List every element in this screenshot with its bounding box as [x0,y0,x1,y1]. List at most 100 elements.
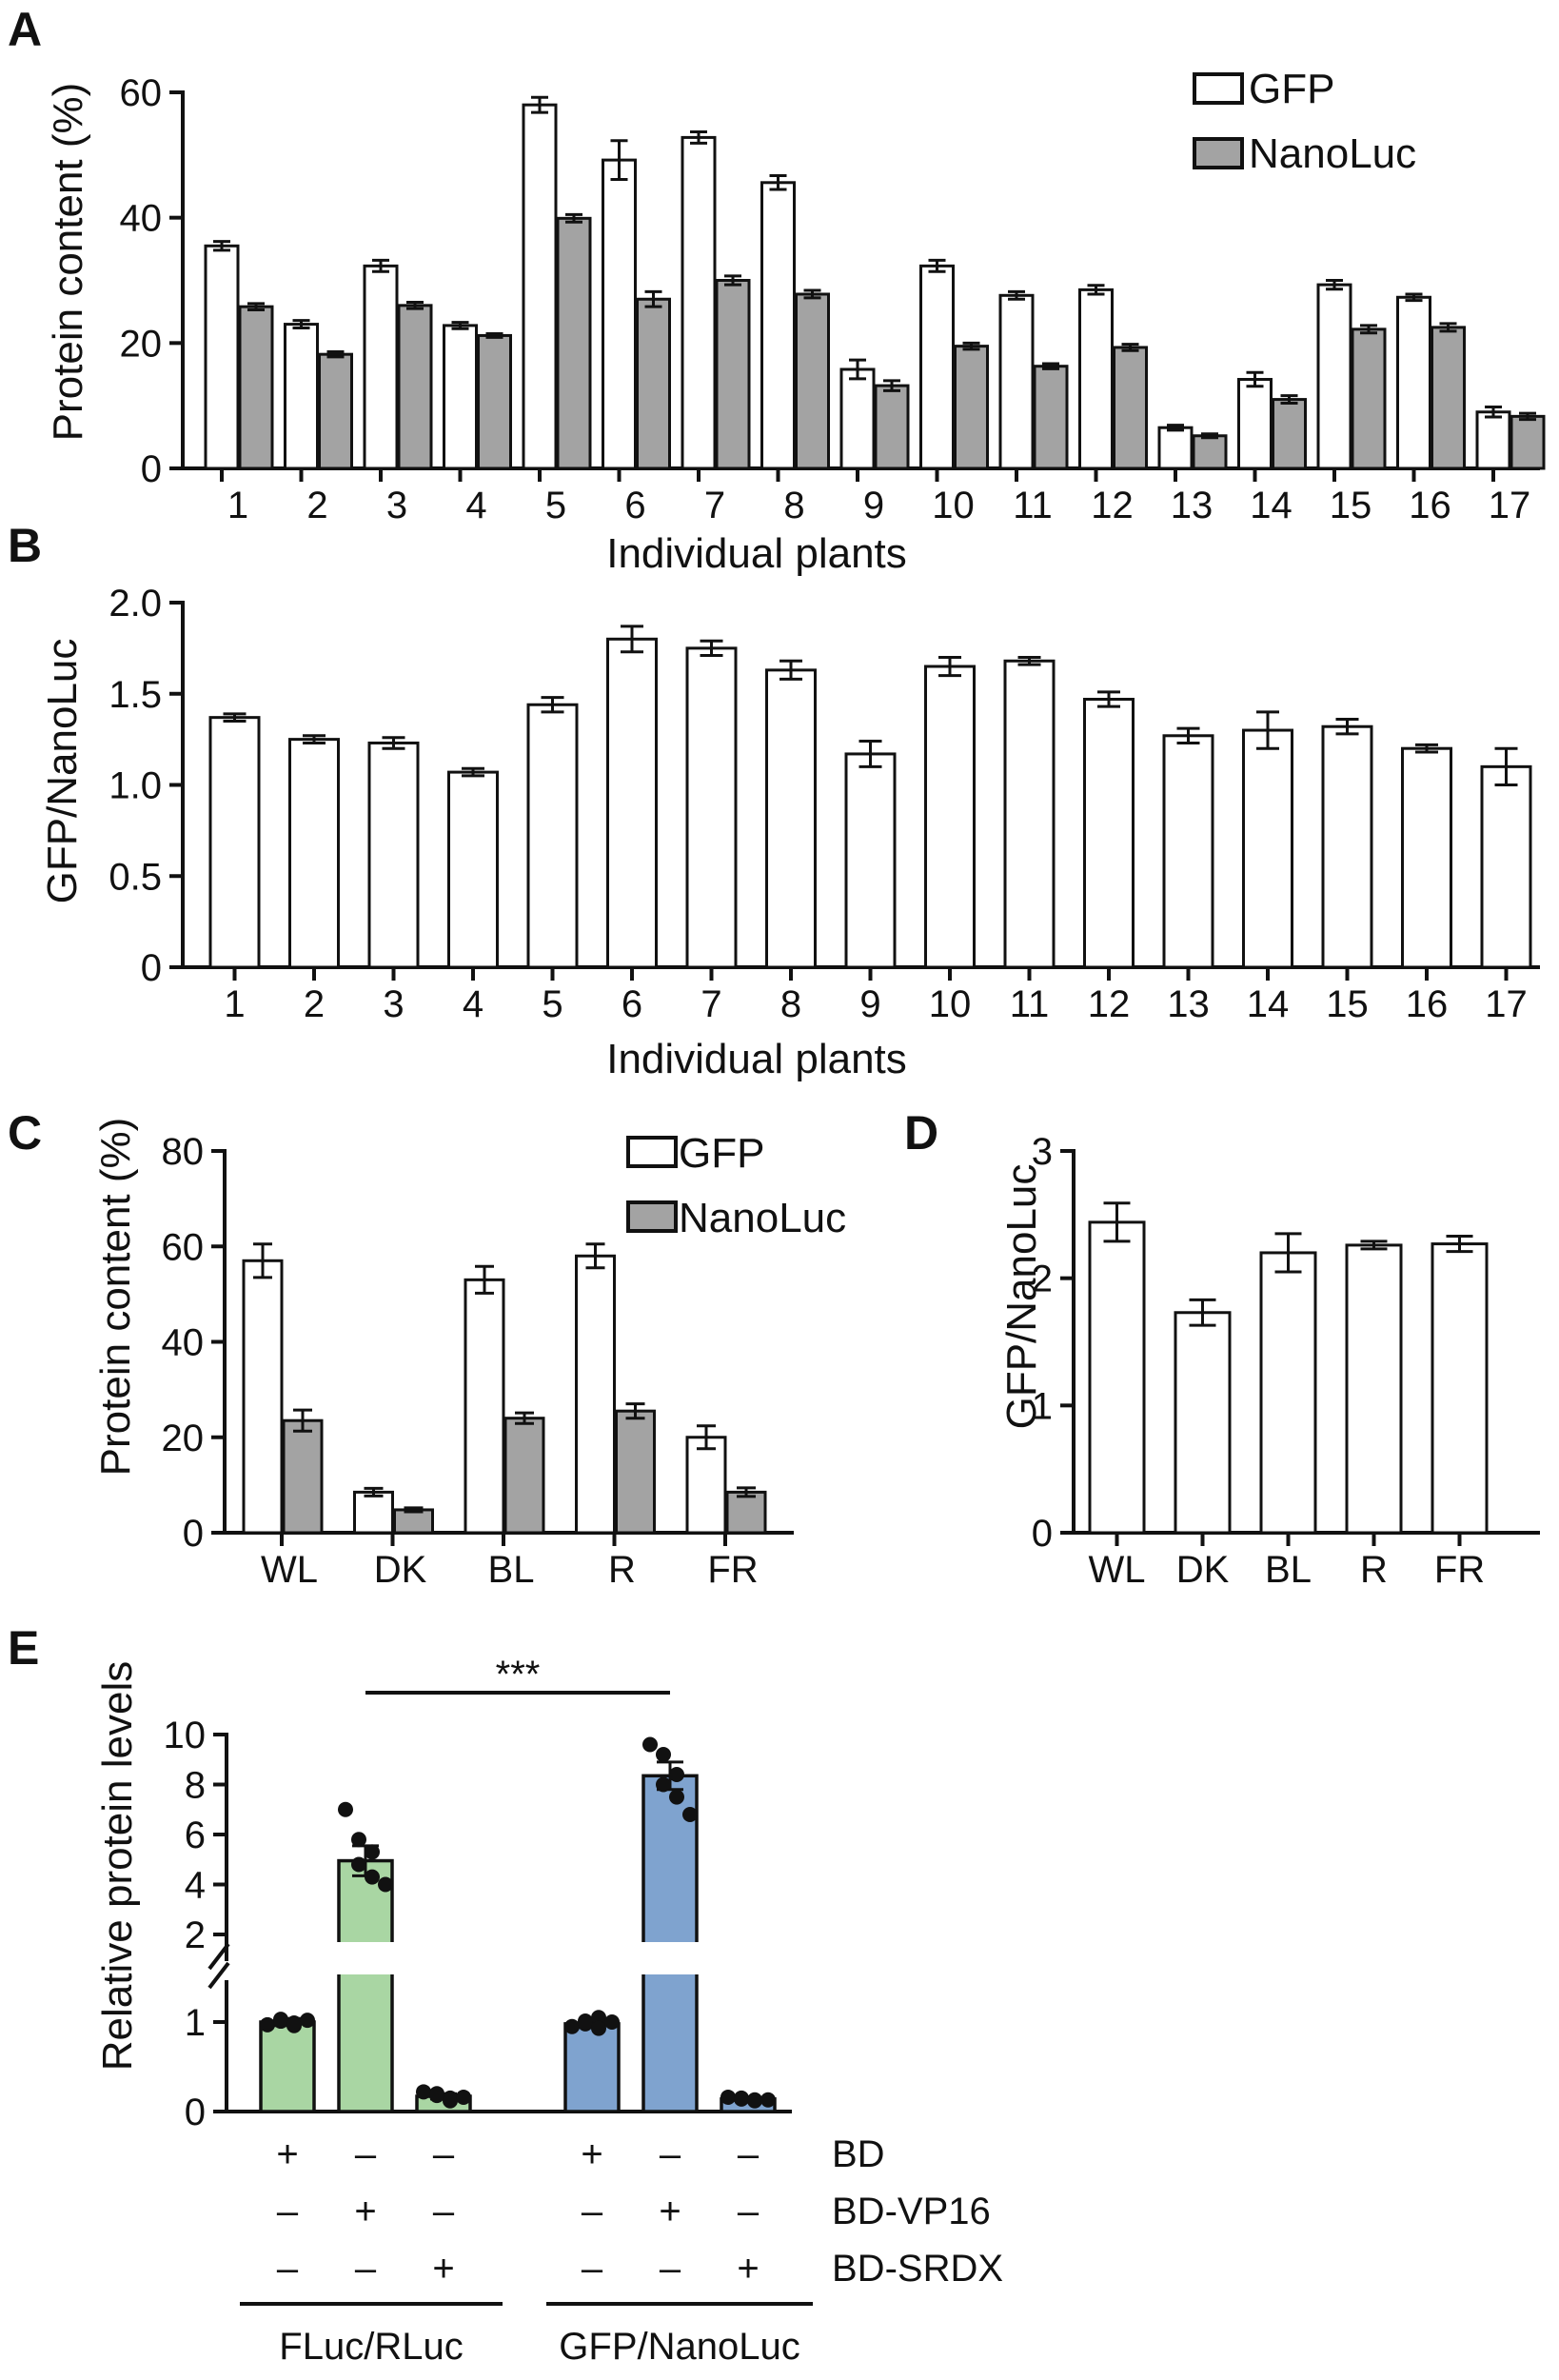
panel-b-x-tick-label: 9 [859,983,880,1025]
panel-e-treatment-sign: – [738,2191,760,2232]
panel-a-bar-gfp [1475,410,1511,470]
panel-b-bar-ratio [1162,734,1214,969]
panel-c-bar-gfp [464,1278,505,1535]
panel-e-y-tick-label: 0 [185,2092,206,2133]
panel-a-bar-nanoluc [636,297,671,470]
panel-a-x-tick-label: 13 [1171,485,1214,526]
panel-a-bar-gfp [522,103,558,470]
panel-e-y-title: Relative protein levels [94,1661,141,2071]
panel-b-y-tick-label: 0.5 [109,856,162,898]
panel-d-x-tick-label: DK [1176,1549,1230,1591]
legend-swatch-nanoluc-c [626,1200,678,1233]
panel-e-data-point [443,2092,458,2109]
panel-e-y-tick-label: 8 [185,1765,206,1807]
panel-d-y-tick-label: 1 [1032,1385,1053,1427]
panel-d-y-tick-label: 3 [1032,1131,1053,1173]
panel-b-bar-ratio [924,664,976,969]
panel-e-data-point [286,2017,302,2033]
panel-b-x-tick-label: 16 [1406,983,1449,1025]
panel-b-x-tick-label: 15 [1326,983,1369,1025]
panel-c-bar-nanoluc [725,1490,767,1535]
panel-e-treatment-sign: + [581,2133,602,2175]
panel-a-x-tick-label: 16 [1409,485,1451,526]
panel-c-bar-nanoluc [282,1418,324,1535]
panel-e-data-point [760,2092,776,2108]
legend-label-gfp-c: GFP [679,1130,764,1177]
panel-a-bar-nanoluc [397,304,433,470]
panel-b-bar-ratio [606,637,658,969]
panel-c-x-tick-label: DK [374,1549,427,1591]
panel-c-bar-nanoluc [615,1409,656,1535]
panel-e-treatment-sign: – [660,2133,681,2175]
panel-e-treatment-sign: – [433,2133,455,2175]
panel-c-x-tick-label: R [608,1549,636,1591]
panel-b-bar-ratio [1401,746,1452,969]
panel-e-data-point [260,2016,275,2033]
panel-letter-d: D [904,1106,938,1160]
panel-c-y-tick-label: 40 [162,1322,205,1364]
panel-a-bar-nanoluc [556,216,592,470]
panel-e-treatment-sign: + [432,2248,454,2290]
panel-b-y-title: GFP/NanoLuc [39,639,86,904]
panel-c-y-tick-label: 60 [162,1226,205,1268]
panel-e-data-point [734,2090,749,2106]
panel-c-legend: GFP NanoLuc [626,1130,846,1241]
panel-a-bar-nanoluc [1272,398,1307,470]
panel-c-y-tick-label: 20 [162,1418,205,1459]
panel-e-treatment-sign: + [276,2133,298,2175]
panel-e-bar [563,2022,621,2113]
panel-b-plot: 00.51.01.52.01 2 3 4 5 6 7 8 9 10 11 12 13 14 15 16 17 [109,583,1540,1025]
panel-a-bar-gfp [284,323,319,470]
treatment-label-bd: BD [832,2133,885,2175]
panel-c-x-tick-label: BL [488,1549,535,1591]
panel-b-x-tick-label: 5 [542,983,562,1025]
panel-d-y-tick-label: 0 [1032,1513,1053,1555]
panel-e-data-point [273,2012,288,2028]
panel-c-x-tick-label: FR [707,1549,758,1591]
panel-e-data-point [578,2015,593,2032]
panel-e-data-point [365,1844,380,1860]
panel-d-bar-ratio [1345,1243,1403,1535]
panel-b-x-tick-label: 14 [1247,983,1290,1025]
panel-c-y-title: Protein content (%) [92,1118,139,1477]
panel-a-bar-gfp [602,158,637,470]
panel-e-data-point [416,2084,431,2100]
panel-e-treatment-sign: – [582,2248,603,2290]
group-label-fluc-rluc: FLuc/RLuc [279,2326,463,2368]
panel-a-x-tick-label: 6 [624,485,645,526]
panel-e-y-tick-label: 10 [164,1715,207,1756]
panel-a-bar-nanoluc [1113,346,1148,470]
panel-e-data-point [564,2018,580,2034]
panel-b-bar-ratio [367,741,420,969]
legend-swatch-nanoluc [1193,137,1244,169]
panel-c-y-tick-label: 80 [162,1131,205,1173]
panel-a-bar-gfp [839,367,876,470]
panel-c-plot: 0 20 40 60 80 WL DK BL R FR [162,1131,794,1591]
panel-a-bar-nanoluc [477,333,512,470]
panel-e-data-point [747,2092,762,2109]
panel-e-data-point [338,1801,353,1817]
panel-e-bar [337,1858,394,2113]
panel-d-y-title: GFP/NanoLuc [998,1164,1045,1430]
panel-a-y-tick-label: 40 [120,198,163,240]
panel-d-bar-ratio [1088,1220,1146,1535]
panel-c-bar-gfp [685,1436,727,1535]
panel-e-plot: 2 4 6 8 10 0 1 + – – – + – – – + + – – – + – – – + [164,1715,792,2290]
panel-d-x-tick-label: BL [1265,1549,1312,1591]
panel-b-x-tick-label: 1 [224,983,245,1025]
panel-a-x-tick-label: 5 [545,485,566,526]
panel-a-x-tick-label: 12 [1091,485,1134,526]
panel-b-bar-ratio [685,646,738,969]
panel-e-treatment-sign: – [582,2191,603,2232]
panel-a-y-title: Protein content (%) [45,83,91,442]
panel-a-bar-gfp [998,293,1035,470]
panel-b-x-tick-label: 13 [1167,983,1210,1025]
panel-b-bar-ratio [208,716,261,969]
panel-a-x-tick-label: 7 [704,485,725,526]
panel-b-bar-ratio [1083,697,1135,969]
panel-b-x-tick-label: 8 [780,983,801,1025]
panel-c-bar-nanoluc [393,1508,434,1535]
panel-b-x-tick-label: 2 [304,983,325,1025]
